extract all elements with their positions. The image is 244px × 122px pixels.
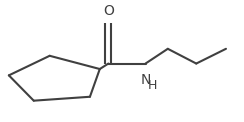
Text: O: O — [103, 4, 114, 18]
Text: H: H — [148, 79, 157, 92]
Text: N: N — [140, 72, 151, 86]
